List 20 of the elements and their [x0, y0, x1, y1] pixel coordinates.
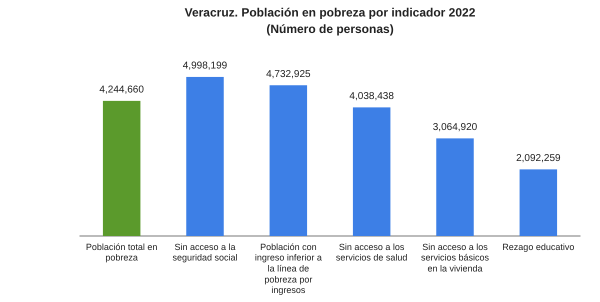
bar: [186, 76, 224, 236]
data-label: 4,732,925: [266, 69, 312, 80]
bar: [270, 85, 308, 236]
data-label: 4,998,199: [182, 60, 228, 72]
data-label: 2,092,259: [516, 153, 562, 164]
bar: [436, 138, 474, 236]
data-label: 3,064,920: [432, 122, 478, 134]
bar: [520, 169, 558, 236]
x-tick-label: Población con ingreso inferior a la línea de pobreza por ingresos: [254, 242, 322, 296]
x-tick-label: Población total en pobreza: [86, 242, 158, 263]
bar: [352, 107, 390, 236]
chart-subtitle: (Número de personas): [266, 22, 394, 36]
x-tick-label: Sin acceso a la seguridad social: [172, 242, 238, 263]
data-label: 4,244,660: [99, 84, 144, 96]
x-tick-label: Sin acceso a los servicios básicos en la vivienda: [420, 242, 490, 274]
x-tick-label: Sin acceso a los servicios de salud: [336, 242, 408, 263]
bar: [102, 100, 140, 236]
x-tick-label: Rezago educativo: [502, 242, 574, 252]
data-label: 4,038,438: [349, 91, 394, 102]
chart-title: Veracruz. Población en pobreza por indicador 2022: [184, 6, 476, 20]
